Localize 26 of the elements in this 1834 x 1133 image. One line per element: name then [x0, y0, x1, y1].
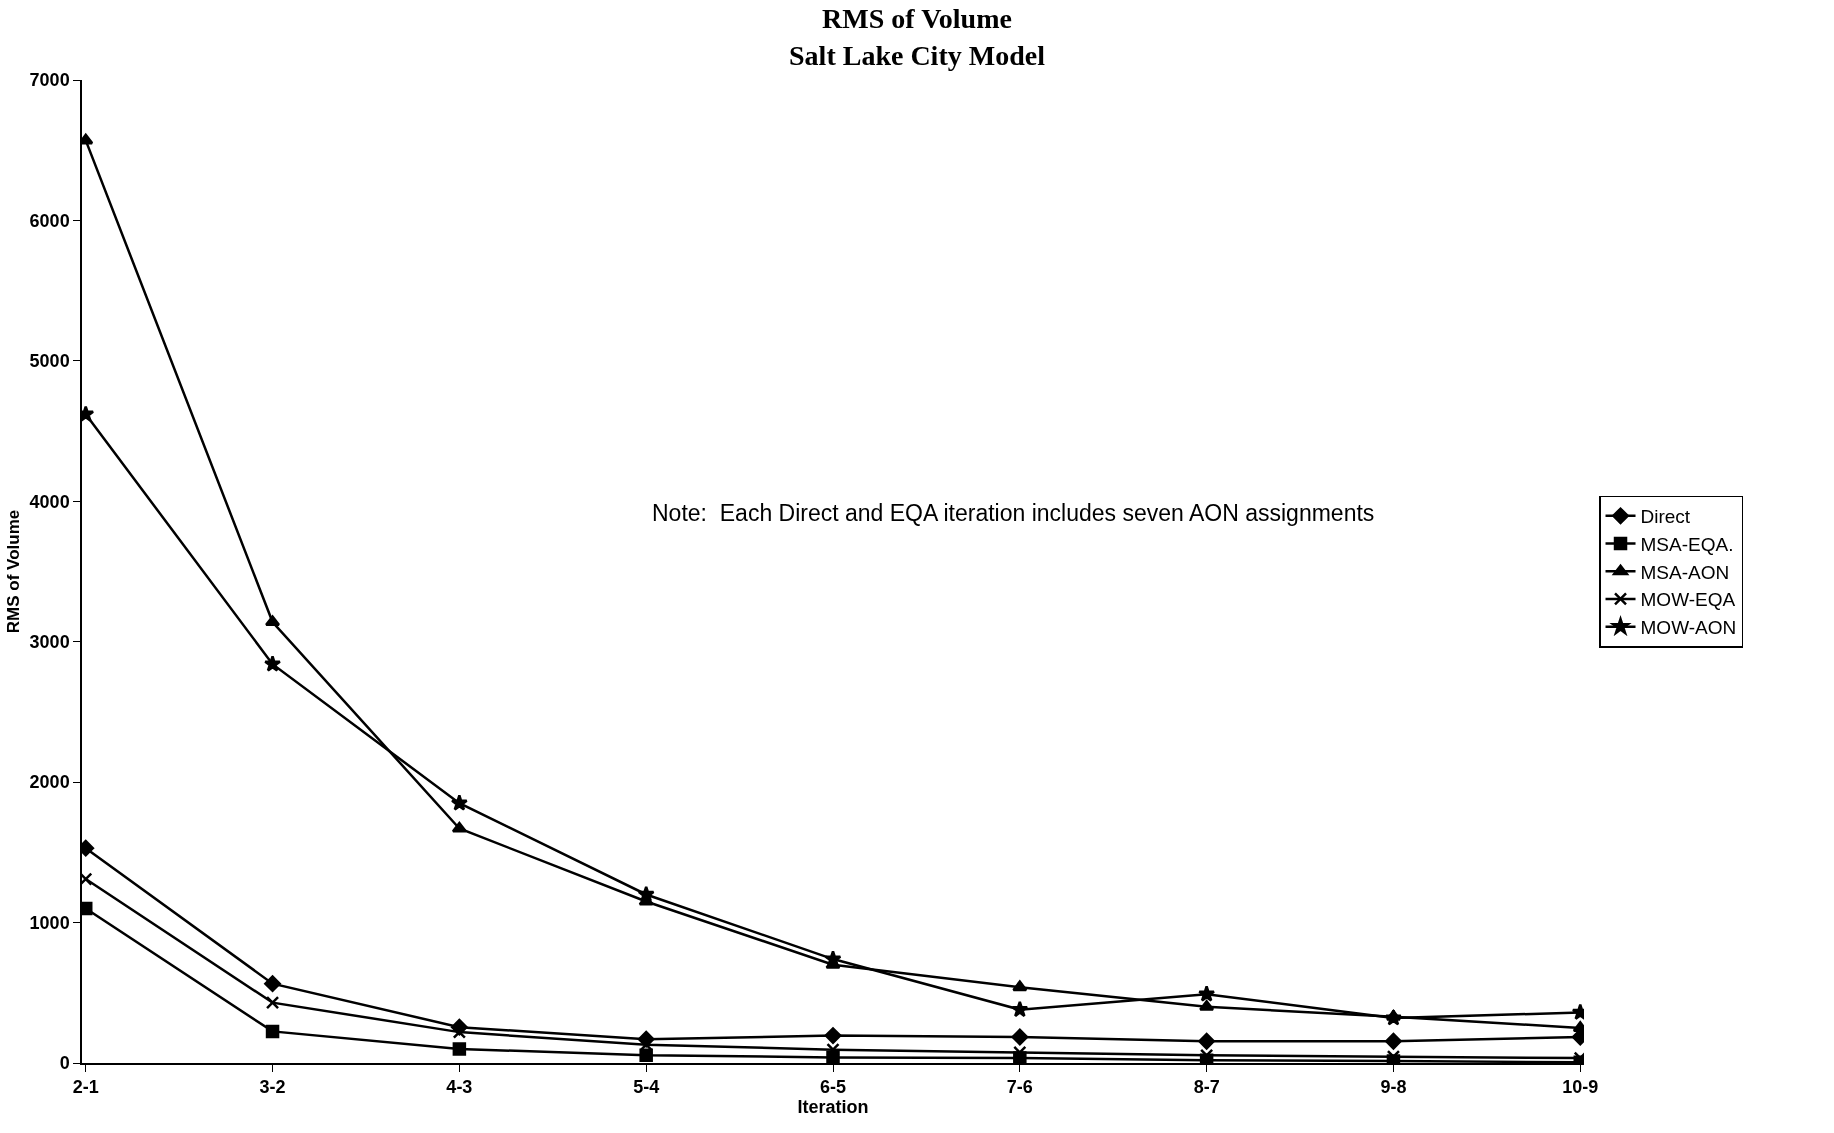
y-tick-label: 6000 — [29, 210, 70, 231]
y-tick-label: 1000 — [29, 912, 70, 933]
legend-label: MOW-EQA — [1640, 589, 1736, 611]
chart-title: RMS of Volume Salt Lake City Model — [789, 3, 1046, 71]
x-tick-label: 2-1 — [72, 1077, 99, 1098]
x-tick-label: 4-3 — [446, 1077, 473, 1098]
y-tick-label: 3000 — [29, 632, 70, 653]
y-tick-label: 5000 — [29, 351, 70, 372]
x-tick-label: 3-2 — [259, 1077, 286, 1098]
x-tick-label: 6-5 — [819, 1077, 847, 1098]
y-tick-label: 4000 — [29, 491, 70, 512]
legend-label: MSA-EQA. — [1640, 533, 1734, 555]
legend-label: Direct — [1640, 506, 1691, 528]
x-tick-label: 5-4 — [633, 1077, 660, 1098]
y-axis-title: RMS of Volume — [3, 509, 23, 634]
annotation: Note: Each Direct and EQA iteration includes seven AON assignments — [652, 500, 1375, 526]
y-tick-label: 7000 — [29, 70, 70, 91]
x-tick-label: 7-6 — [1006, 1077, 1033, 1098]
x-tick-label: 9-8 — [1380, 1077, 1407, 1098]
x-tick-label: 8-7 — [1193, 1077, 1220, 1098]
y-tick-label: 2000 — [29, 772, 70, 793]
x-axis-title: Iteration — [797, 1097, 869, 1118]
legend-label: MSA-AON — [1640, 561, 1730, 583]
legend-label: MOW-AON — [1640, 617, 1737, 639]
x-tick-label: 10-9 — [1562, 1077, 1599, 1098]
y-tick-label: 0 — [59, 1053, 70, 1074]
